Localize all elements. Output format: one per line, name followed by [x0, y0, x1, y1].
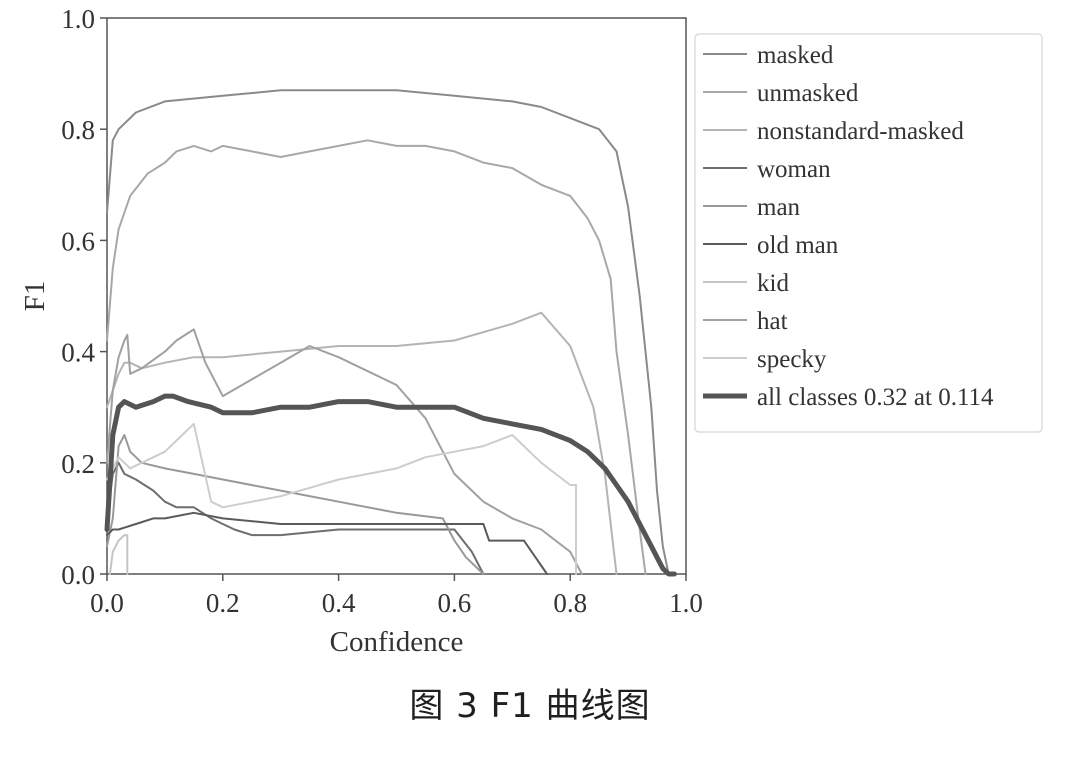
y-tick-label: 0.8	[61, 115, 95, 145]
legend-label-specky: specky	[757, 346, 827, 373]
series-line-hat	[106, 328, 583, 575]
series-line-all-classes-0-32-at-0-114	[104, 393, 677, 577]
legend-label-man: man	[757, 194, 801, 221]
series-line-kid	[108, 534, 129, 575]
series-line-woman	[106, 461, 485, 575]
x-tick-label: 1.0	[669, 588, 703, 618]
legend-label-hat: hat	[757, 308, 788, 335]
y-axis-title: F1	[19, 281, 51, 312]
plot-layer: 0.0 0.2 0.4 0.6 0.8 1.0 0.0 0.2 0.4 0.6 0.8 1.0 Conf…	[19, 4, 703, 658]
legend: masked unmasked nonstandard-masked woman man…	[694, 33, 1043, 433]
legend-label-masked: masked	[757, 42, 834, 69]
y-tick-label: 0.4	[61, 338, 95, 368]
legend-label-all-classes-0-32-at-0-114: all classes 0.32 at 0.114	[757, 384, 994, 411]
legend-label-unmasked: unmasked	[757, 80, 859, 107]
x-tick-label: 0.6	[438, 588, 472, 618]
series-line-specky	[106, 422, 577, 575]
x-tick-label: 0.8	[553, 588, 587, 618]
x-tick-label: 0.0	[90, 588, 124, 618]
y-tick-label: 0.0	[61, 560, 95, 590]
series-line-unmasked	[106, 139, 647, 575]
legend-label-nonstandard-masked: nonstandard-masked	[757, 118, 964, 145]
legend-label-old-man: old man	[757, 232, 839, 259]
figure-caption: 图 3 F1 曲线图	[409, 686, 651, 726]
legend-box	[694, 33, 1043, 433]
series-line-masked	[106, 89, 676, 575]
plot-frame	[106, 17, 687, 575]
series-line-nonstandard-masked	[106, 311, 618, 575]
series-line-old-man	[106, 511, 548, 575]
legend-label-woman: woman	[757, 156, 831, 183]
y-tick-label: 0.6	[61, 226, 95, 256]
y-tick-label: 1.0	[61, 4, 95, 34]
x-axis-title: Confidence	[330, 626, 464, 658]
legend-label-kid: kid	[757, 270, 789, 297]
y-tick-label: 0.2	[61, 449, 95, 479]
x-tick-label: 0.2	[206, 588, 240, 618]
series-line-man	[106, 434, 485, 575]
x-tick-label: 0.4	[322, 588, 356, 618]
